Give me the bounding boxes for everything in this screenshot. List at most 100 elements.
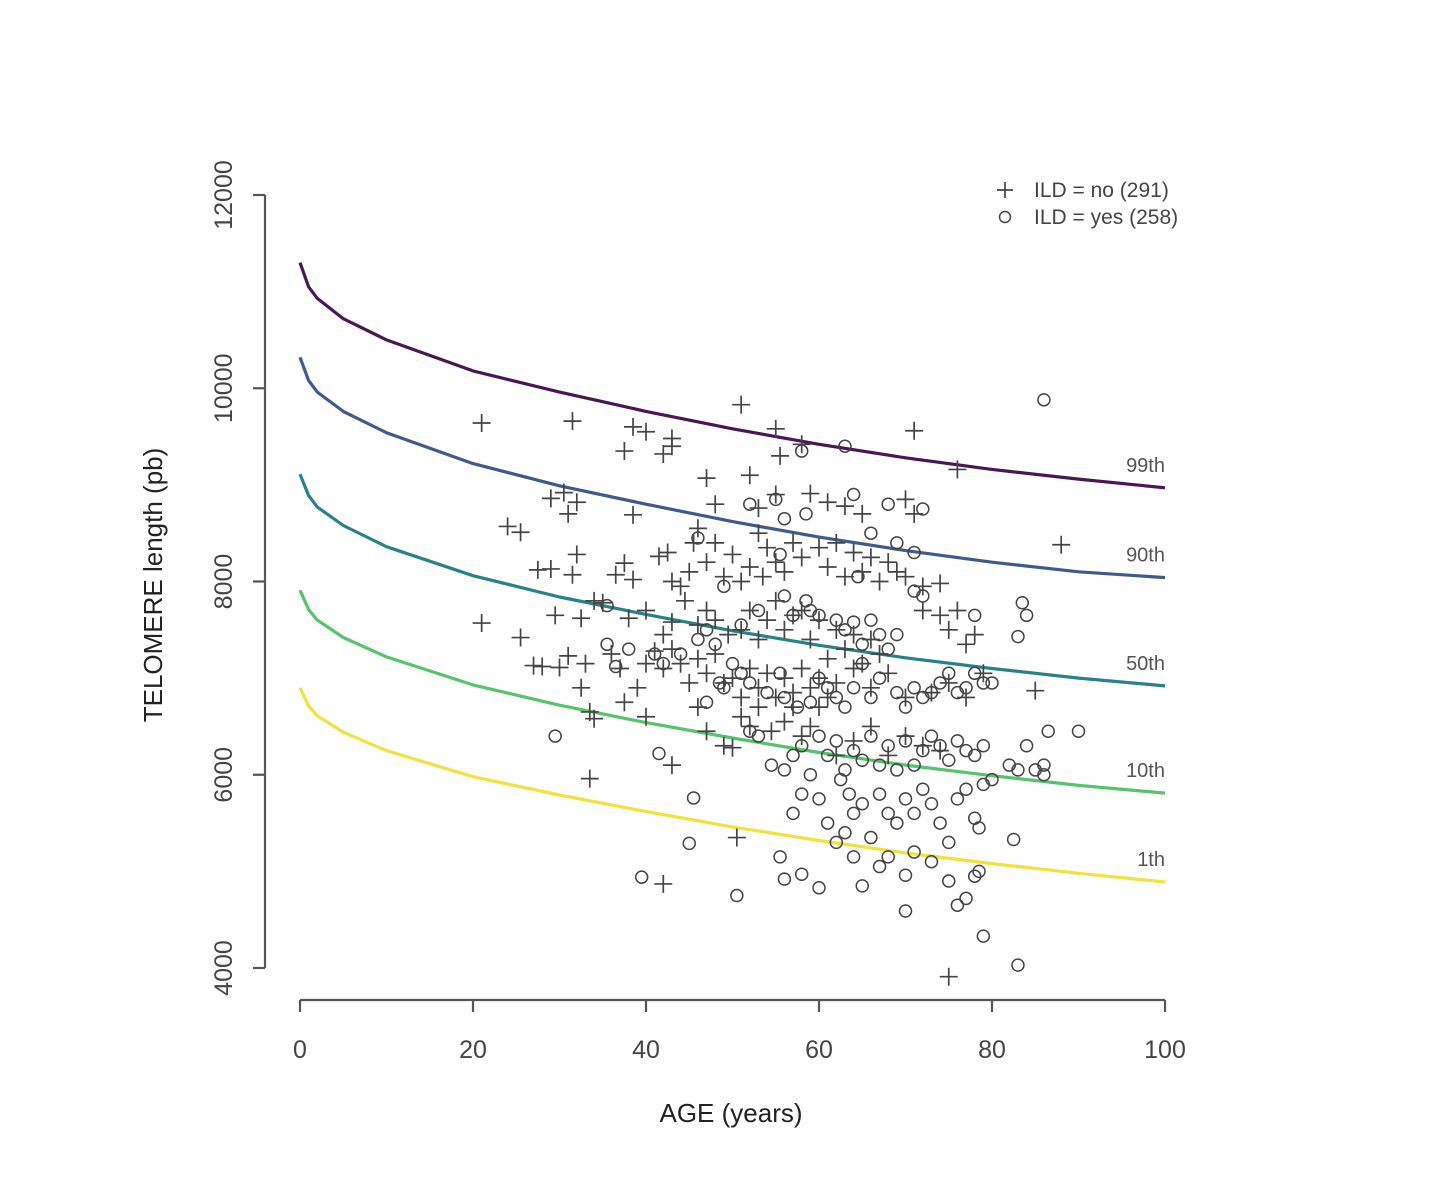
- point-ild-no: [727, 828, 746, 847]
- series-ild-yes: [548, 393, 1086, 972]
- point-ild-yes: [924, 729, 939, 743]
- point-ild-no: [654, 659, 673, 678]
- point-ild-yes: [916, 782, 930, 796]
- x-tick-label: 20: [459, 1036, 487, 1064]
- point-ild-no: [567, 545, 586, 564]
- point-ild-yes: [872, 758, 887, 772]
- curve-label-50th: 50th: [1126, 653, 1165, 675]
- point-ild-no: [528, 560, 547, 579]
- point-ild-yes: [773, 850, 787, 864]
- point-ild-no: [637, 707, 655, 726]
- point-ild-yes: [777, 763, 792, 777]
- point-ild-yes: [967, 869, 982, 883]
- point-ild-no: [732, 620, 751, 639]
- y-tick-label: 8000: [210, 554, 238, 610]
- point-ild-no: [766, 553, 785, 572]
- point-ild-yes: [846, 806, 861, 821]
- point-ild-yes: [634, 870, 649, 884]
- point-ild-yes: [794, 739, 809, 753]
- point-ild-no: [818, 493, 837, 512]
- point-ild-no: [559, 504, 578, 523]
- point-ild-no: [784, 698, 803, 717]
- point-ild-no: [740, 558, 759, 577]
- point-ild-no: [931, 574, 950, 593]
- point-ild-no: [792, 727, 811, 746]
- point-ild-yes: [1011, 629, 1025, 644]
- point-ild-no: [654, 625, 673, 644]
- legend-circle-icon: [998, 210, 1012, 224]
- point-ild-no: [835, 640, 854, 659]
- point-ild-no: [913, 601, 932, 620]
- point-ild-no: [749, 698, 768, 717]
- point-ild-yes: [967, 666, 982, 681]
- point-ild-no: [697, 722, 716, 741]
- point-ild-no: [563, 412, 582, 431]
- point-ild-no: [835, 497, 854, 516]
- point-ild-no: [939, 620, 958, 639]
- point-ild-no: [697, 553, 716, 572]
- point-ild-yes: [907, 681, 921, 695]
- point-ild-no: [563, 565, 582, 584]
- point-ild-no: [615, 693, 634, 712]
- point-ild-no: [688, 519, 707, 538]
- point-ild-no: [554, 483, 573, 502]
- point-ild-no: [939, 967, 958, 986]
- curve-label-90th: 90th: [1126, 545, 1165, 567]
- point-ild-no: [792, 548, 811, 567]
- point-ild-no: [801, 630, 820, 649]
- point-ild-yes: [916, 589, 930, 603]
- point-ild-yes: [916, 743, 930, 758]
- point-ild-no: [766, 485, 785, 504]
- point-ild-yes: [881, 806, 895, 821]
- point-ild-no: [714, 673, 733, 692]
- point-ild-yes: [790, 700, 805, 714]
- point-ild-no: [818, 688, 837, 707]
- point-ild-yes: [898, 792, 913, 806]
- point-ild-yes: [1011, 763, 1025, 777]
- point-ild-no: [827, 746, 846, 765]
- point-ild-yes: [846, 681, 861, 695]
- point-ild-yes: [942, 666, 956, 681]
- point-ild-yes: [743, 676, 757, 690]
- point-ild-yes: [820, 816, 835, 830]
- point-ild-yes: [764, 758, 779, 772]
- point-ild-yes: [600, 598, 614, 613]
- point-ild-yes: [846, 615, 861, 629]
- point-ild-no: [649, 547, 668, 566]
- series-ild-no: [472, 395, 1071, 986]
- point-ild-yes: [1037, 768, 1051, 782]
- point-ild-yes: [838, 763, 852, 777]
- point-ild-no: [740, 717, 759, 736]
- point-ild-yes: [699, 695, 714, 710]
- point-ild-yes: [942, 874, 956, 888]
- point-ild-no: [740, 466, 759, 485]
- point-ild-yes: [950, 734, 965, 748]
- point-ild-no: [905, 421, 924, 440]
- point-ild-no: [654, 444, 673, 463]
- point-ild-yes: [794, 444, 809, 458]
- point-ild-yes: [725, 656, 740, 671]
- point-ild-no: [775, 620, 794, 639]
- point-ild-no: [541, 559, 560, 578]
- point-ild-no: [762, 722, 781, 741]
- point-ild-yes: [898, 700, 913, 714]
- point-ild-no: [801, 678, 820, 697]
- point-ild-yes: [773, 547, 787, 562]
- point-ild-yes: [985, 676, 999, 690]
- point-ild-yes: [933, 739, 947, 753]
- point-ild-no: [662, 756, 681, 775]
- point-ild-yes: [907, 758, 921, 772]
- point-ild-yes: [924, 796, 939, 811]
- point-ild-yes: [699, 623, 714, 637]
- point-ild-no: [559, 646, 578, 665]
- point-ild-yes: [846, 743, 861, 758]
- point-ild-no: [576, 654, 595, 673]
- curve-label-10th: 10th: [1126, 760, 1165, 782]
- point-ild-no: [965, 625, 984, 644]
- point-ild-yes: [872, 671, 887, 685]
- point-ild-no: [472, 414, 491, 433]
- point-ild-yes: [933, 816, 947, 830]
- point-ild-no: [714, 736, 733, 755]
- point-ild-yes: [712, 676, 727, 690]
